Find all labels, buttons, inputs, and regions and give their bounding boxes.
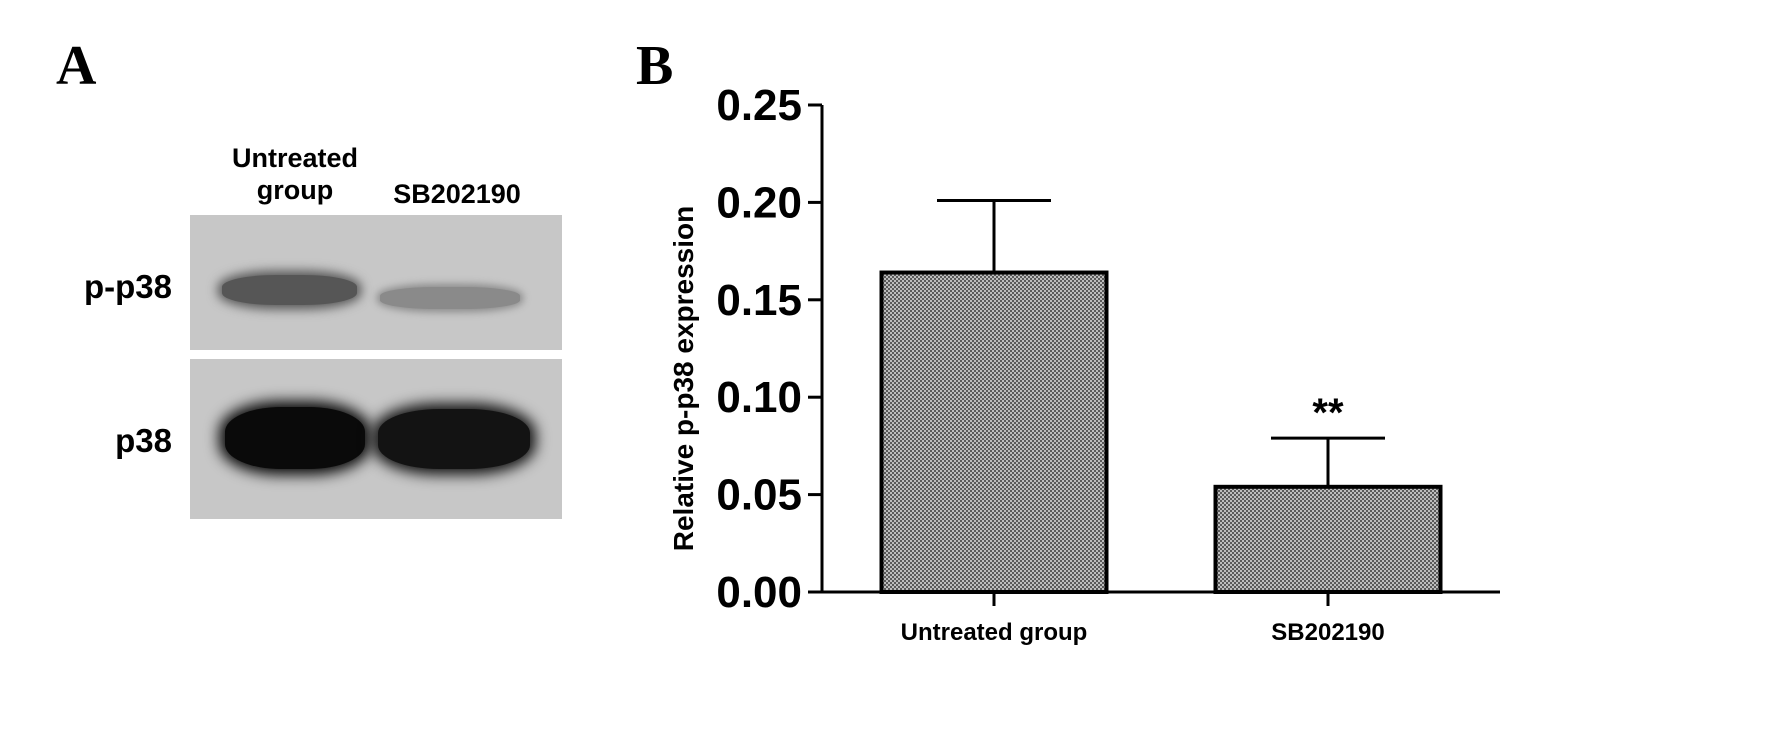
y-axis-title: Relative p-p38 expression bbox=[668, 206, 699, 551]
blot-strip-p-p38 bbox=[190, 215, 562, 350]
y-tick-label: 0.10 bbox=[716, 373, 802, 422]
row-label-p38: p38 bbox=[115, 422, 172, 459]
panel-a-label: A bbox=[56, 35, 97, 97]
lane-header-sb202190: SB202190 bbox=[393, 179, 521, 209]
x-tick-label: SB202190 bbox=[1271, 619, 1384, 646]
y-tick-label: 0.05 bbox=[716, 471, 802, 520]
band-p38-untreated bbox=[225, 407, 365, 469]
lane-header-untreated: Untreated group bbox=[231, 143, 359, 206]
significance-label: ** bbox=[1312, 391, 1344, 435]
row-label-p-p38: p-p38 bbox=[83, 268, 172, 305]
y-tick-label: 0.20 bbox=[716, 178, 802, 227]
x-tick-label: Untreated group bbox=[901, 619, 1088, 646]
y-tick-label: 0.15 bbox=[716, 276, 802, 325]
blot-strip-p38 bbox=[190, 359, 562, 519]
y-tick-label: 0.00 bbox=[716, 568, 802, 617]
bar bbox=[879, 270, 1109, 594]
y-tick-label: 0.25 bbox=[716, 81, 802, 130]
band-p-p38-untreated bbox=[222, 275, 357, 305]
panel-b-label: B bbox=[636, 35, 674, 97]
band-p-p38-sb202190 bbox=[380, 287, 520, 309]
band-p38-sb202190 bbox=[378, 409, 530, 469]
bar bbox=[1213, 484, 1443, 595]
